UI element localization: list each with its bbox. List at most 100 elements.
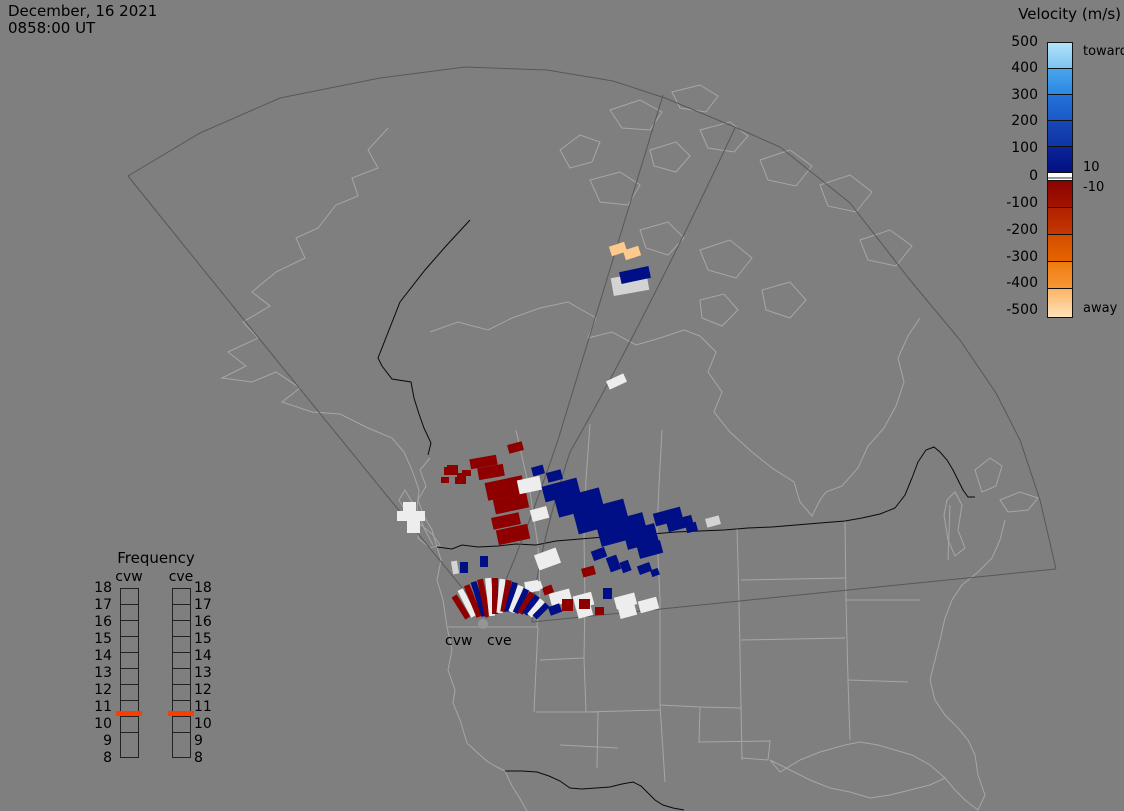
velocity-cell <box>554 487 604 518</box>
colorbar-segment <box>1048 181 1072 208</box>
velocity-cell <box>619 266 651 284</box>
coastlines-and-states-path <box>947 504 951 561</box>
velocity-cell <box>397 511 425 521</box>
velocity-cell <box>403 502 416 512</box>
velocity-cell <box>619 559 632 574</box>
date-label: December, 16 2021 <box>8 2 158 20</box>
velocity-tick-label: 400 <box>1011 60 1038 76</box>
velocity-cell <box>463 584 483 618</box>
velocity-cell <box>617 603 638 620</box>
colorbar-zero-band <box>1048 173 1072 181</box>
velocity-cell <box>500 579 512 613</box>
frequency-tick-label: 16 <box>94 614 112 630</box>
velocity-colorbar <box>1047 42 1073 318</box>
colorbar-segment <box>1048 69 1072 95</box>
velocity-data-cells <box>397 241 721 620</box>
velocity-cell <box>637 596 660 614</box>
coastlines-and-states-path <box>429 301 701 346</box>
coastlines-and-states-path <box>596 711 599 769</box>
colorbar-segment <box>1048 43 1072 69</box>
frequency-tick-label: 9 <box>103 733 112 749</box>
frequency-scale-cell <box>173 653 190 669</box>
coastlines-and-states-path <box>844 519 1006 811</box>
velocity-tick-label: 100 <box>1011 140 1038 156</box>
frequency-tick-label: 15 <box>194 631 212 647</box>
frequency-scale-cell <box>121 669 138 685</box>
velocity-cell <box>650 567 660 578</box>
velocity-cell <box>562 599 573 611</box>
negative-threshold-label: -10 <box>1083 180 1105 195</box>
velocity-cell <box>572 498 630 535</box>
frequency-tick-label: 14 <box>94 648 112 664</box>
coastlines-and-states-path <box>698 706 771 761</box>
coastlines-and-states-path <box>974 457 1003 493</box>
coastlines-and-states-path <box>699 317 921 517</box>
velocity-cell <box>492 492 530 515</box>
coastlines-and-states-path <box>649 141 691 173</box>
velocity-cell <box>462 470 471 476</box>
coastlines-and-states-path <box>436 546 528 811</box>
coastlines-and-states-path <box>220 127 434 546</box>
colorbar-segment <box>1048 121 1072 147</box>
coastlines-and-states-path <box>844 520 851 741</box>
velocity-tick-label: -300 <box>1006 249 1038 265</box>
frequency-tick-label: 13 <box>194 665 212 681</box>
velocity-cell <box>531 464 545 477</box>
frequency-scale-cell <box>121 701 138 717</box>
coastlines-and-states-path <box>699 239 753 279</box>
frequency-legend-title: Frequency <box>117 549 195 567</box>
frequency-scale-cell <box>173 733 190 749</box>
time-label: 0858:00 UT <box>8 19 96 38</box>
coastlines-and-states-path <box>769 744 946 799</box>
frequency-scale-cell <box>173 621 190 637</box>
velocity-cell <box>541 477 581 503</box>
frequency-marker-cvw <box>116 711 142 716</box>
frequency-tick-label: 13 <box>94 665 112 681</box>
frequency-tick-label: 12 <box>94 682 112 698</box>
velocity-cell <box>444 467 457 475</box>
coastlines-and-states-path <box>999 491 1039 513</box>
velocity-cell <box>512 587 530 615</box>
frequency-tick-label: 10 <box>94 716 112 732</box>
positive-threshold-label: 10 <box>1083 160 1100 175</box>
coastlines-and-states-path <box>736 527 743 761</box>
velocity-cell <box>622 245 642 261</box>
date-time-block: December, 16 2021 0858:00 UT <box>8 2 158 38</box>
velocity-cell <box>685 521 698 534</box>
velocity-cell <box>450 560 460 575</box>
velocity-cell <box>666 514 694 533</box>
velocity-cell <box>480 556 488 567</box>
coastlines-and-states-path <box>761 281 807 319</box>
national-borders-path <box>377 219 471 456</box>
velocity-cell <box>636 540 664 559</box>
frequency-scale-cell <box>121 685 138 701</box>
velocity-cell <box>533 547 562 571</box>
velocity-cell <box>477 578 491 618</box>
frequency-scale-cell <box>121 589 138 605</box>
frequency-tick-label: 18 <box>94 580 112 596</box>
radar-fan-boundaries-path <box>127 175 488 619</box>
coastlines-and-states-path <box>659 704 742 709</box>
colorbar-segment <box>1048 95 1072 121</box>
colorbar-segment <box>1048 262 1072 289</box>
velocity-cell <box>579 599 590 609</box>
velocity-cell <box>532 602 550 620</box>
velocity-cell <box>508 584 524 614</box>
frequency-tick-label: 8 <box>103 750 112 766</box>
velocity-cell <box>595 607 604 615</box>
colorbar-zero-line <box>1048 176 1072 179</box>
frequency-tick-label: 18 <box>194 580 212 596</box>
frequency-scale-cell <box>173 589 190 605</box>
frequency-tick-label: 16 <box>194 614 212 630</box>
frequency-column-label-cve: cve <box>168 569 194 585</box>
velocity-cell <box>605 554 622 573</box>
toward-label: toward <box>1083 44 1124 59</box>
frequency-tick-label: 9 <box>194 733 203 749</box>
frequency-column-label-cvw: cvw <box>115 569 143 585</box>
frequency-scale-cell <box>121 717 138 733</box>
coastlines-and-states-path <box>847 679 909 683</box>
frequency-tick-label: 12 <box>194 682 212 698</box>
velocity-cell <box>636 562 653 575</box>
colorbar-segment <box>1048 235 1072 262</box>
